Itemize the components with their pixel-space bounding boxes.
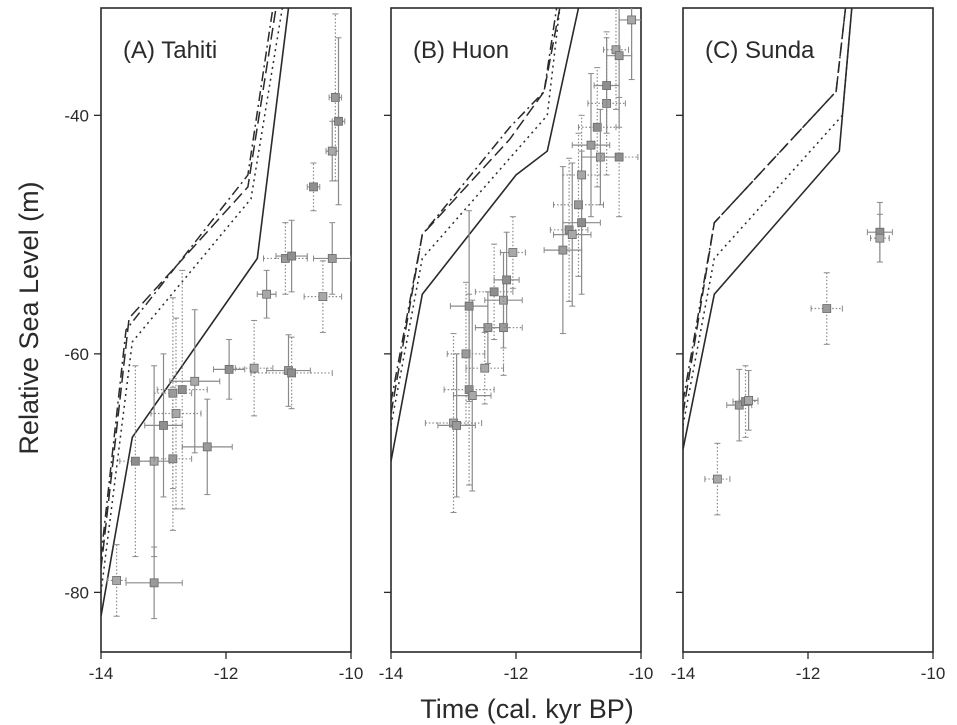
data-point: [875, 233, 885, 243]
data-point: [822, 304, 832, 313]
data-point: [112, 576, 122, 585]
model-curve-dashdot: [683, 8, 847, 402]
data-point: [177, 385, 187, 395]
panel-title: (A) Tahiti: [123, 37, 217, 64]
model-curve-dashed: [391, 8, 561, 414]
panel-title-bg: [701, 34, 820, 64]
x-tick-label: -10: [921, 664, 946, 683]
x-tick-label: -12: [504, 664, 529, 683]
panel-title: (B) Huon: [413, 37, 509, 64]
y-tick-label: -60: [64, 345, 89, 364]
plot-area: [101, 8, 351, 620]
x-tick-label: -14: [671, 664, 696, 683]
data-point: [461, 349, 471, 359]
data-point: [586, 140, 596, 150]
data-point: [330, 93, 340, 102]
data-point: [249, 363, 259, 373]
x-tick-label: -14: [89, 664, 114, 683]
data-point: [149, 578, 159, 588]
x-axis-title: Time (cal. kyr BP): [420, 694, 634, 724]
x-tick-label: -12: [796, 664, 821, 683]
x-tick-label: -14: [379, 664, 404, 683]
data-point: [502, 275, 512, 285]
data-point: [574, 200, 583, 210]
model-curve-dotted: [683, 8, 853, 426]
data-point: [318, 292, 328, 302]
model-curve-dotted: [391, 8, 561, 426]
data-point: [567, 230, 577, 239]
data-point: [627, 15, 637, 25]
data-point: [602, 81, 612, 90]
data-point: [558, 245, 568, 255]
data-point: [262, 289, 272, 299]
data-point: [159, 421, 168, 430]
data-point: [480, 363, 490, 373]
x-tick-label: -10: [629, 664, 654, 683]
model-curve-dashed: [101, 8, 277, 569]
data-point: [190, 376, 200, 386]
y-axis-title: Relative Sea Level (m): [14, 181, 44, 454]
model-curve-dashdot: [391, 8, 558, 402]
x-tick-label: -10: [339, 664, 364, 683]
data-point: [309, 182, 318, 192]
plot-frame: [100, 7, 352, 653]
model-curve-dashdot: [101, 8, 274, 557]
plot-area: [391, 8, 641, 513]
data-point: [508, 248, 518, 257]
model-curve-dashed: [683, 8, 847, 414]
data-point: [452, 421, 462, 430]
data-point: [577, 170, 587, 180]
chart-panel: -80 -60 -40 -14 -12 -10 (A) Tahiti: [64, 7, 364, 683]
x-tick-label: -12: [214, 664, 239, 683]
panel-title-bg: [409, 34, 514, 64]
data-point: [327, 146, 337, 156]
data-point: [614, 152, 624, 162]
data-point: [287, 251, 297, 261]
chart-panel: -14 -12 -10 (B) Huon: [379, 7, 654, 683]
chart-panel: -14 -12 -10 (C) Sunda: [671, 7, 946, 683]
plot-frame: [682, 7, 934, 653]
data-point: [334, 116, 343, 126]
panel-title: (C) Sunda: [705, 37, 815, 64]
data-point: [327, 254, 337, 263]
model-curve-dotted: [101, 8, 284, 593]
data-point: [467, 391, 477, 400]
data-point: [744, 395, 754, 405]
data-point: [712, 474, 722, 484]
y-tick-label: -40: [64, 106, 89, 125]
data-point: [202, 442, 212, 452]
data-point: [614, 51, 624, 61]
model-curve-solid: [391, 8, 580, 462]
data-point: [287, 368, 297, 378]
data-point: [168, 388, 178, 398]
data-point: [224, 364, 234, 374]
plot-area: [683, 8, 893, 516]
data-point: [592, 122, 602, 132]
data-point: [489, 287, 499, 297]
panel-title-bg: [119, 34, 222, 64]
data-point: [464, 301, 474, 311]
y-tick-label: -80: [64, 583, 89, 602]
model-curve-solid: [683, 8, 853, 450]
data-point: [171, 409, 181, 418]
